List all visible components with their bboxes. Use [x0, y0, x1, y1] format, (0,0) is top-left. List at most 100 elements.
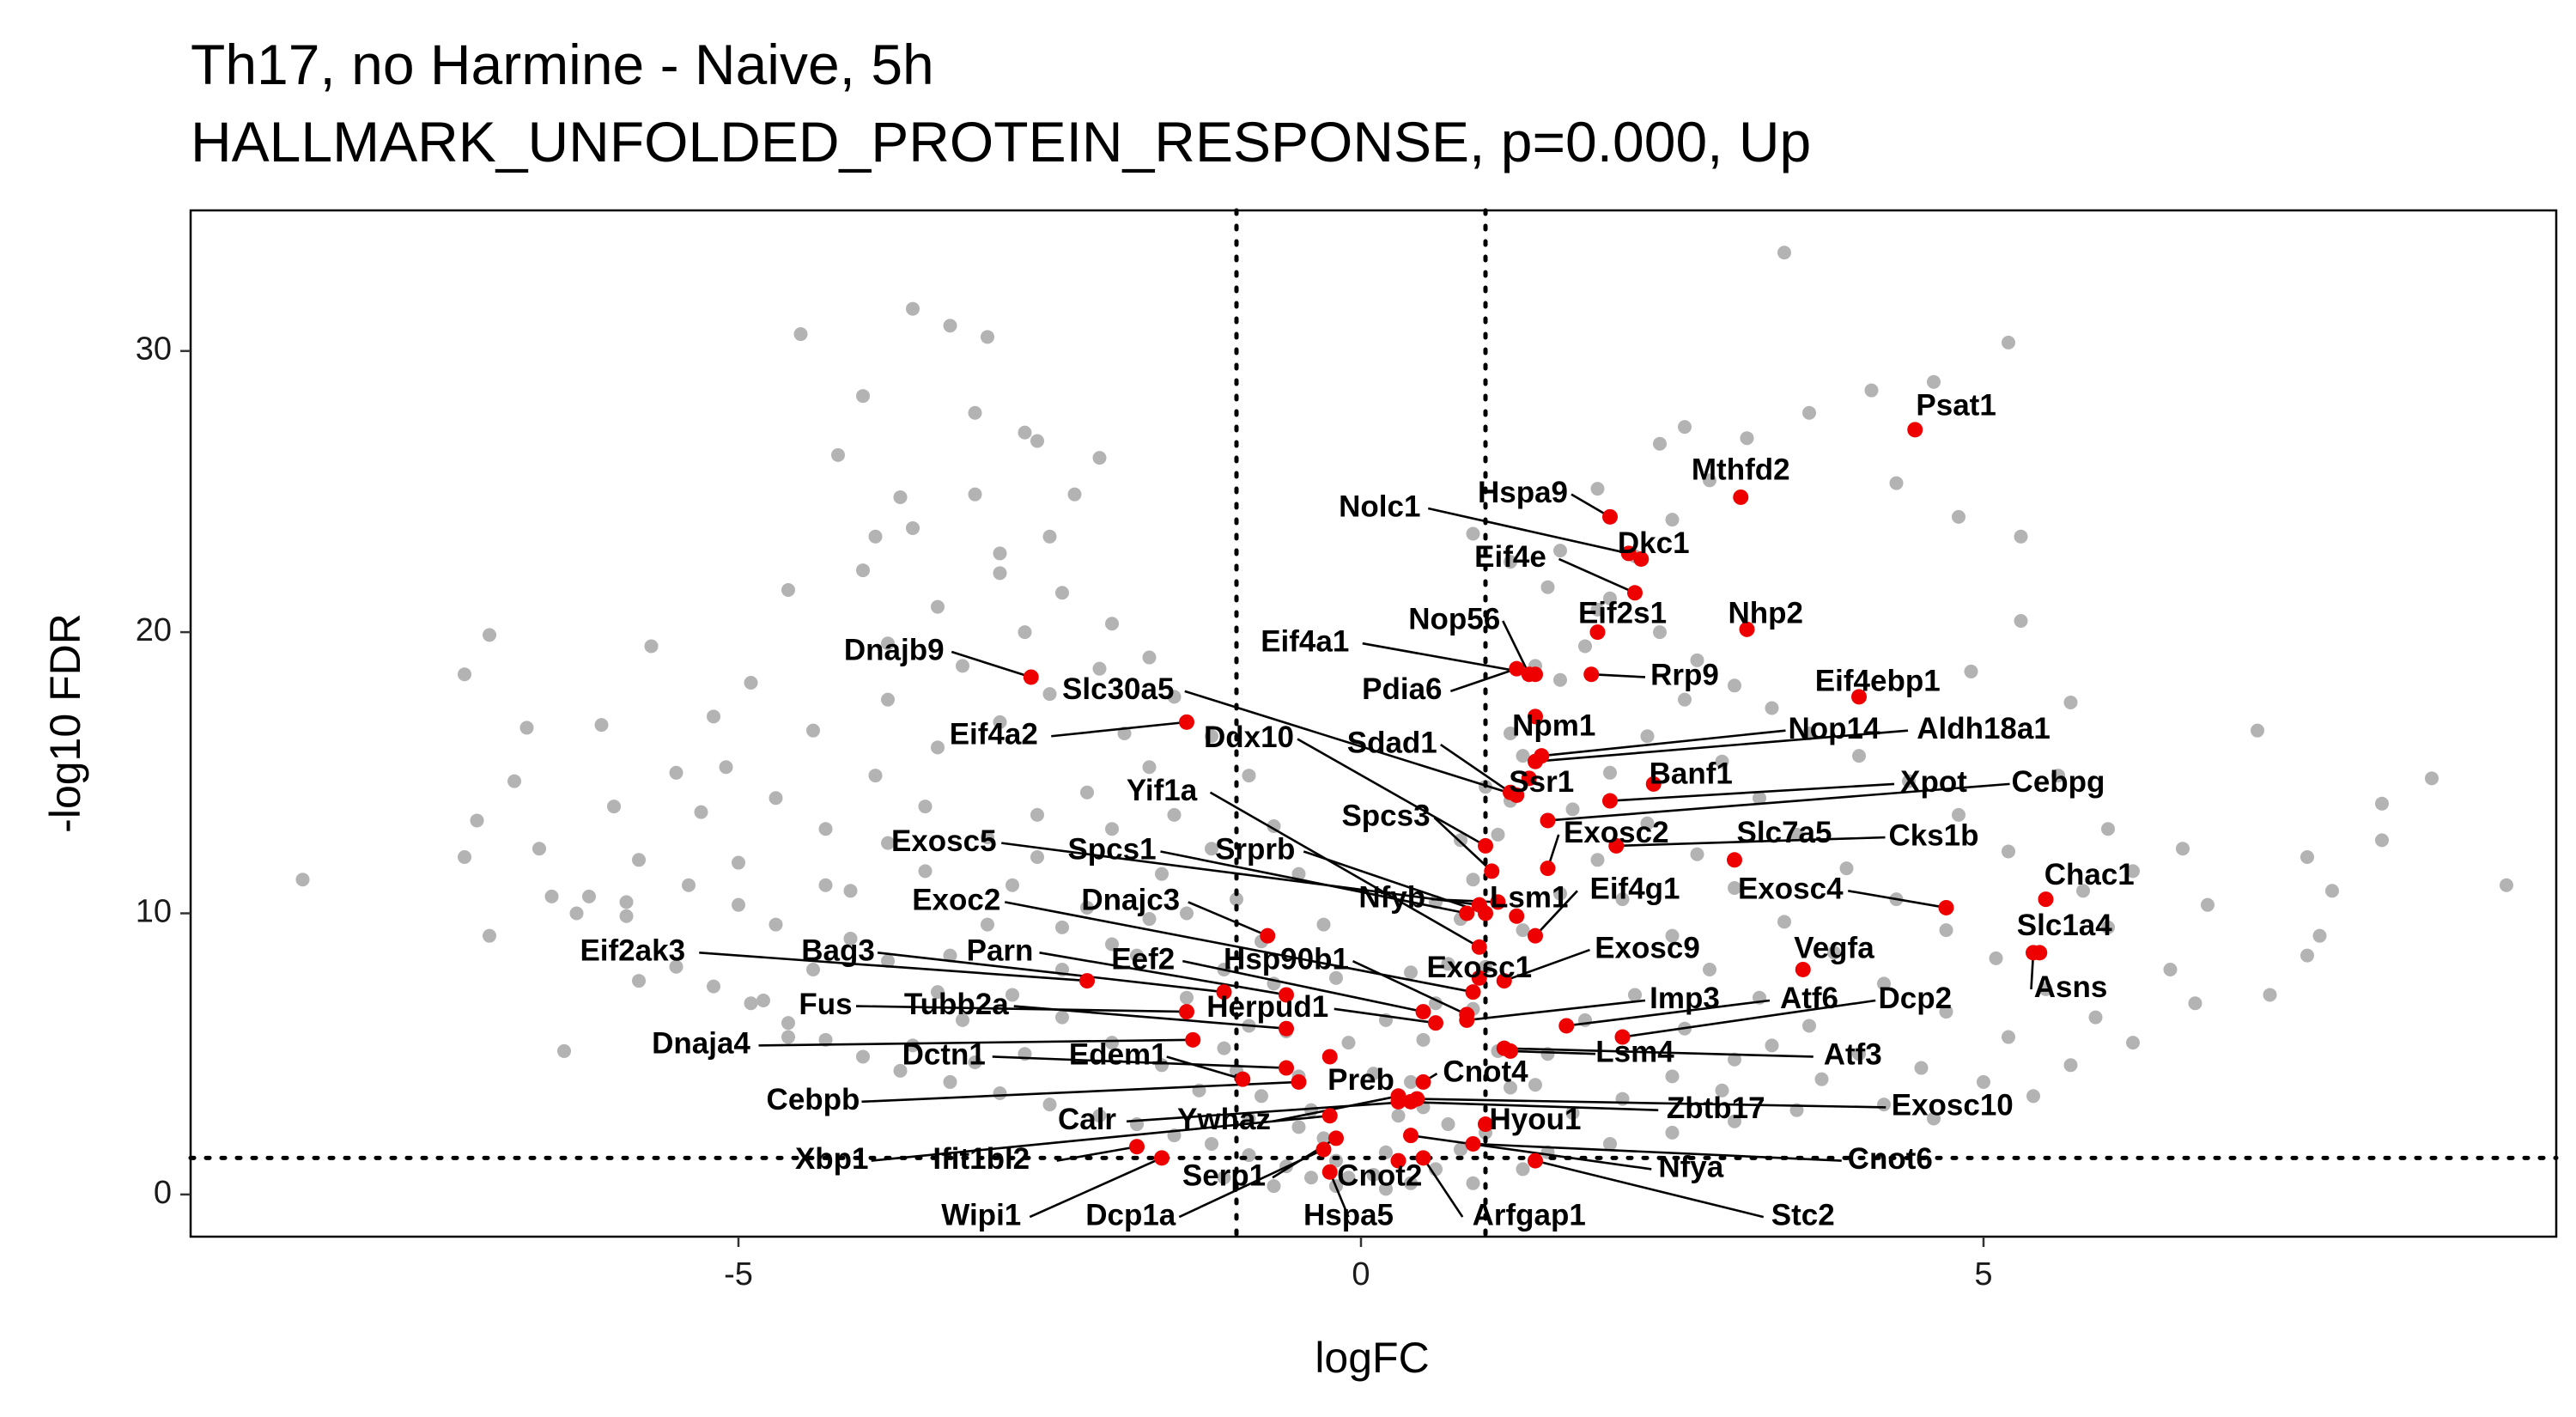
highlighted-gene-point: [1390, 1152, 1406, 1169]
background-gene-point: [1142, 760, 1157, 775]
label-connector-line: [1467, 999, 1646, 1022]
highlighted-gene-point: [1279, 1060, 1294, 1076]
label-connector-line: [1541, 729, 1786, 757]
label-connector-line: [1427, 507, 1630, 555]
background-gene-point: [1466, 1176, 1480, 1190]
background-gene-point: [793, 327, 808, 342]
background-gene-point: [2051, 769, 2065, 783]
highlighted-gene-point: [1528, 927, 1543, 944]
background-gene-point: [2014, 614, 2028, 628]
gene-label: Lsm1: [1490, 880, 1568, 914]
background-gene-point: [968, 405, 982, 420]
gene-label: Asns: [2034, 970, 2108, 1004]
highlighted-gene-point: [1795, 961, 1811, 977]
highlighted-gene-point: [1415, 1004, 1431, 1020]
highlighted-gene-point: [1321, 1049, 1338, 1065]
highlighted-gene-point: [1490, 894, 1506, 910]
label-connector-line: [1609, 782, 1895, 802]
background-gene-point: [694, 805, 708, 819]
background-gene-point: [1291, 1120, 1306, 1134]
background-gene-point: [1690, 653, 1704, 667]
gene-label: Dcp1a: [1085, 1198, 1176, 1232]
highlighted-gene-point: [1279, 1020, 1294, 1037]
label-connector-line: [1622, 999, 1876, 1038]
highlighted-gene-point: [1185, 1031, 1201, 1048]
highlighted-gene-point: [1907, 422, 1923, 438]
highlighted-gene-point: [1645, 775, 1662, 792]
highlighted-gene-point: [1496, 1040, 1512, 1056]
highlighted-gene-point: [1428, 1015, 1443, 1031]
background-gene-point: [1553, 886, 1567, 901]
background-gene-point: [931, 599, 945, 614]
background-gene-point: [1504, 726, 1517, 740]
background-gene-point: [2176, 842, 2190, 856]
gene-label: Cebpg: [2012, 765, 2105, 799]
highlighted-gene-point: [1403, 1128, 1419, 1144]
label-connector-line: [1534, 890, 1578, 937]
gene-labels: Psat1 Mthfd2 Hspa9 Nolc1 Dkc1 Eif4e Eif2s1 Nhp2…: [580, 388, 2134, 1232]
background-gene-point: [1155, 1058, 1169, 1073]
background-gene-point: [1042, 1098, 1057, 1112]
background-gene-point: [1927, 374, 1941, 389]
background-gene-point: [1952, 509, 1965, 524]
gene-label-connectors: [699, 493, 2035, 1219]
highlighted-gene-point: [1627, 585, 1643, 601]
highlighted-gene-point: [1415, 1150, 1431, 1166]
background-gene-point: [1678, 420, 1692, 435]
background-gene-point: [1067, 487, 1082, 502]
label-connector-line: [1352, 959, 1467, 1016]
background-gene-point: [1553, 544, 1567, 558]
background-gene-point: [1092, 661, 1107, 676]
highlighted-gene-point: [2026, 945, 2041, 961]
background-gene-point: [1802, 726, 1816, 740]
highlighted-gene-point: [1129, 1139, 1145, 1155]
highlighted-gene-point: [1602, 793, 1618, 809]
background-gene-point: [1167, 690, 1182, 704]
background-gene-point: [881, 836, 895, 850]
background-gene-point: [1565, 802, 1580, 817]
highlighted-gene-point: [1509, 908, 1525, 924]
gene-label: Cnot2: [1337, 1159, 1422, 1192]
highlighted-gene-point: [1633, 550, 1649, 567]
gene-label: Stc2: [1771, 1198, 1835, 1232]
background-gene-point: [1814, 1072, 1829, 1086]
background-gene-point: [582, 889, 596, 903]
background-gene-point: [906, 301, 920, 316]
highlighted-gene-point: [1521, 770, 1537, 787]
x-axis-title: logFC: [1315, 1334, 1429, 1382]
background-gene-point: [483, 928, 496, 943]
label-connector-line: [1126, 1100, 1412, 1123]
gene-label: Eif4ebp1: [1815, 664, 1941, 697]
gene-label: Wipi1: [941, 1198, 1021, 1232]
gene-label: Atf6: [1780, 982, 1838, 1015]
gene-label: Ifit1bl2: [933, 1142, 1030, 1176]
background-gene-point: [1316, 917, 1331, 932]
gene-label: Fus: [799, 988, 852, 1021]
background-gene-point: [1678, 692, 1692, 707]
background-gene-point: [1665, 1125, 1680, 1140]
background-gene-point: [1578, 639, 1592, 654]
background-gene-point: [943, 948, 957, 963]
background-gene-point: [1055, 920, 1069, 934]
background-gene-point: [769, 917, 783, 932]
highlighted-gene-point: [1739, 621, 1755, 637]
background-gene-point: [868, 769, 883, 783]
gene-label: Bag3: [801, 934, 875, 968]
background-gene-point: [1715, 1083, 1729, 1098]
gene-label: Nhp2: [1728, 597, 1804, 630]
gene-label: Hsp90b1: [1224, 942, 1349, 976]
background-gene-point: [1205, 1136, 1218, 1151]
background-gene-point: [1080, 785, 1094, 800]
background-gene-point: [1155, 867, 1169, 881]
background-gene-point: [2126, 1036, 2140, 1050]
background-gene-point: [1416, 1032, 1431, 1047]
highlighted-gene-point: [1558, 1018, 1575, 1034]
background-gene-point: [1540, 580, 1555, 594]
background-gene-point: [2375, 833, 2389, 848]
background-gene-point: [931, 985, 945, 1000]
label-connector-line: [1328, 1171, 1350, 1218]
gene-label: Exosc5: [891, 824, 997, 858]
background-gene-point: [1454, 833, 1467, 848]
label-connector-line: [1013, 1005, 1287, 1031]
highlighted-gene-point: [1528, 1152, 1543, 1169]
